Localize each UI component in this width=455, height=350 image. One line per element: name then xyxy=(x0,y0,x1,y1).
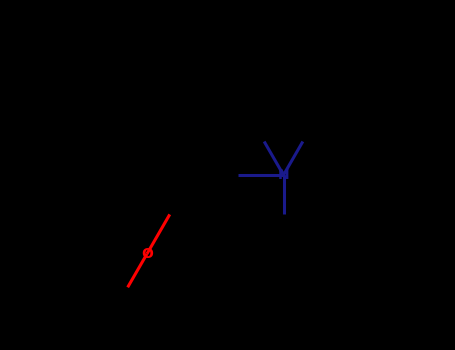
Text: O: O xyxy=(141,247,153,261)
Text: N: N xyxy=(278,168,289,182)
